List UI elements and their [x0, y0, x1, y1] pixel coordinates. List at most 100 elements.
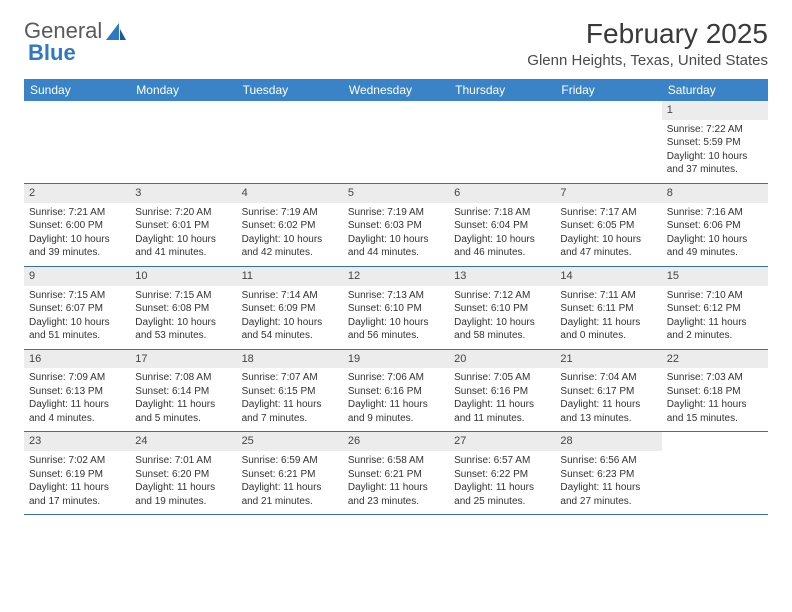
detail-line: Daylight: 11 hours and 13 minutes. [560, 398, 656, 425]
day-details: Sunrise: 7:21 AMSunset: 6:00 PMDaylight:… [24, 203, 130, 266]
day-cell: 6Sunrise: 7:18 AMSunset: 6:04 PMDaylight… [449, 184, 555, 266]
day-details: Sunrise: 7:09 AMSunset: 6:13 PMDaylight:… [24, 368, 130, 431]
detail-line: Sunrise: 7:05 AM [454, 371, 550, 385]
day-cell: 3Sunrise: 7:20 AMSunset: 6:01 PMDaylight… [130, 184, 236, 266]
detail-line: Sunrise: 6:57 AM [454, 454, 550, 468]
detail-line: Sunrise: 7:17 AM [560, 206, 656, 220]
detail-line: Daylight: 10 hours and 39 minutes. [29, 233, 125, 260]
detail-line: Daylight: 11 hours and 25 minutes. [454, 481, 550, 508]
day-cell: 14Sunrise: 7:11 AMSunset: 6:11 PMDayligh… [555, 267, 661, 349]
detail-line: Daylight: 11 hours and 7 minutes. [242, 398, 338, 425]
detail-line: Sunset: 6:05 PM [560, 219, 656, 233]
day-number: 17 [130, 350, 236, 369]
day-cell: 17Sunrise: 7:08 AMSunset: 6:14 PMDayligh… [130, 350, 236, 432]
day-cell: 20Sunrise: 7:05 AMSunset: 6:16 PMDayligh… [449, 350, 555, 432]
day-details: Sunrise: 7:03 AMSunset: 6:18 PMDaylight:… [662, 368, 768, 431]
day-details: Sunrise: 7:15 AMSunset: 6:08 PMDaylight:… [130, 286, 236, 349]
detail-line: Sunset: 6:11 PM [560, 302, 656, 316]
detail-line: Sunrise: 7:19 AM [242, 206, 338, 220]
day-number: 14 [555, 267, 661, 286]
detail-line: Sunset: 6:01 PM [135, 219, 231, 233]
day-details [555, 105, 661, 159]
day-header: Thursday [449, 79, 555, 101]
detail-line: Sunset: 6:14 PM [135, 385, 231, 399]
detail-line: Daylight: 10 hours and 47 minutes. [560, 233, 656, 260]
day-cell: 12Sunrise: 7:13 AMSunset: 6:10 PMDayligh… [343, 267, 449, 349]
detail-line: Sunrise: 7:19 AM [348, 206, 444, 220]
detail-line: Daylight: 11 hours and 4 minutes. [29, 398, 125, 425]
day-cell: 24Sunrise: 7:01 AMSunset: 6:20 PMDayligh… [130, 432, 236, 514]
day-cell: 21Sunrise: 7:04 AMSunset: 6:17 PMDayligh… [555, 350, 661, 432]
detail-line: Daylight: 10 hours and 37 minutes. [667, 150, 763, 177]
day-details: Sunrise: 7:20 AMSunset: 6:01 PMDaylight:… [130, 203, 236, 266]
day-number: 27 [449, 432, 555, 451]
detail-line: Sunset: 6:08 PM [135, 302, 231, 316]
detail-line: Sunset: 6:23 PM [560, 468, 656, 482]
detail-line: Sunset: 6:00 PM [29, 219, 125, 233]
detail-line: Daylight: 11 hours and 23 minutes. [348, 481, 444, 508]
detail-line: Daylight: 10 hours and 41 minutes. [135, 233, 231, 260]
day-header: Tuesday [237, 79, 343, 101]
detail-line: Sunset: 6:12 PM [667, 302, 763, 316]
day-number: 26 [343, 432, 449, 451]
detail-line: Daylight: 10 hours and 54 minutes. [242, 316, 338, 343]
day-details: Sunrise: 7:17 AMSunset: 6:05 PMDaylight:… [555, 203, 661, 266]
day-number: 11 [237, 267, 343, 286]
detail-line: Daylight: 11 hours and 0 minutes. [560, 316, 656, 343]
day-details: Sunrise: 7:06 AMSunset: 6:16 PMDaylight:… [343, 368, 449, 431]
detail-line: Daylight: 10 hours and 58 minutes. [454, 316, 550, 343]
detail-line: Sunrise: 7:01 AM [135, 454, 231, 468]
detail-line: Sunrise: 7:13 AM [348, 289, 444, 303]
detail-line: Sunset: 6:10 PM [454, 302, 550, 316]
location-text: Glenn Heights, Texas, United States [527, 52, 768, 69]
day-details: Sunrise: 7:16 AMSunset: 6:06 PMDaylight:… [662, 203, 768, 266]
detail-line: Daylight: 11 hours and 15 minutes. [667, 398, 763, 425]
detail-line: Daylight: 10 hours and 53 minutes. [135, 316, 231, 343]
day-cell: 16Sunrise: 7:09 AMSunset: 6:13 PMDayligh… [24, 350, 130, 432]
day-cell: 23Sunrise: 7:02 AMSunset: 6:19 PMDayligh… [24, 432, 130, 514]
day-details: Sunrise: 7:02 AMSunset: 6:19 PMDaylight:… [24, 451, 130, 514]
day-details: Sunrise: 6:59 AMSunset: 6:21 PMDaylight:… [237, 451, 343, 514]
day-number: 20 [449, 350, 555, 369]
month-title: February 2025 [527, 18, 768, 50]
day-details: Sunrise: 7:07 AMSunset: 6:15 PMDaylight:… [237, 368, 343, 431]
day-number: 19 [343, 350, 449, 369]
day-cell: 26Sunrise: 6:58 AMSunset: 6:21 PMDayligh… [343, 432, 449, 514]
day-details: Sunrise: 7:18 AMSunset: 6:04 PMDaylight:… [449, 203, 555, 266]
day-details [343, 105, 449, 159]
detail-line: Daylight: 11 hours and 5 minutes. [135, 398, 231, 425]
detail-line: Daylight: 11 hours and 9 minutes. [348, 398, 444, 425]
day-details: Sunrise: 7:19 AMSunset: 6:03 PMDaylight:… [343, 203, 449, 266]
detail-line: Daylight: 11 hours and 17 minutes. [29, 481, 125, 508]
detail-line: Sunset: 6:03 PM [348, 219, 444, 233]
detail-line: Sunrise: 7:18 AM [454, 206, 550, 220]
detail-line: Sunrise: 7:16 AM [667, 206, 763, 220]
detail-line: Sunset: 6:20 PM [135, 468, 231, 482]
day-number: 1 [662, 101, 768, 120]
logo-text-2: Blue [28, 40, 76, 65]
day-details: Sunrise: 7:08 AMSunset: 6:14 PMDaylight:… [130, 368, 236, 431]
day-cell [449, 101, 555, 183]
day-cell: 19Sunrise: 7:06 AMSunset: 6:16 PMDayligh… [343, 350, 449, 432]
day-cell: 25Sunrise: 6:59 AMSunset: 6:21 PMDayligh… [237, 432, 343, 514]
day-details: Sunrise: 7:11 AMSunset: 6:11 PMDaylight:… [555, 286, 661, 349]
day-cell: 28Sunrise: 6:56 AMSunset: 6:23 PMDayligh… [555, 432, 661, 514]
detail-line: Sunset: 6:21 PM [242, 468, 338, 482]
detail-line: Sunset: 6:13 PM [29, 385, 125, 399]
detail-line: Sunset: 6:02 PM [242, 219, 338, 233]
detail-line: Sunrise: 7:04 AM [560, 371, 656, 385]
detail-line: Sunrise: 7:09 AM [29, 371, 125, 385]
detail-line: Sunrise: 7:03 AM [667, 371, 763, 385]
day-header: Wednesday [343, 79, 449, 101]
day-number: 13 [449, 267, 555, 286]
detail-line: Sunset: 6:04 PM [454, 219, 550, 233]
week-row: 16Sunrise: 7:09 AMSunset: 6:13 PMDayligh… [24, 350, 768, 433]
day-cell [24, 101, 130, 183]
day-number: 2 [24, 184, 130, 203]
day-cell: 18Sunrise: 7:07 AMSunset: 6:15 PMDayligh… [237, 350, 343, 432]
day-number: 18 [237, 350, 343, 369]
day-header: Sunday [24, 79, 130, 101]
calendar-grid: SundayMondayTuesdayWednesdayThursdayFrid… [24, 79, 768, 515]
detail-line: Sunrise: 7:08 AM [135, 371, 231, 385]
day-cell: 5Sunrise: 7:19 AMSunset: 6:03 PMDaylight… [343, 184, 449, 266]
